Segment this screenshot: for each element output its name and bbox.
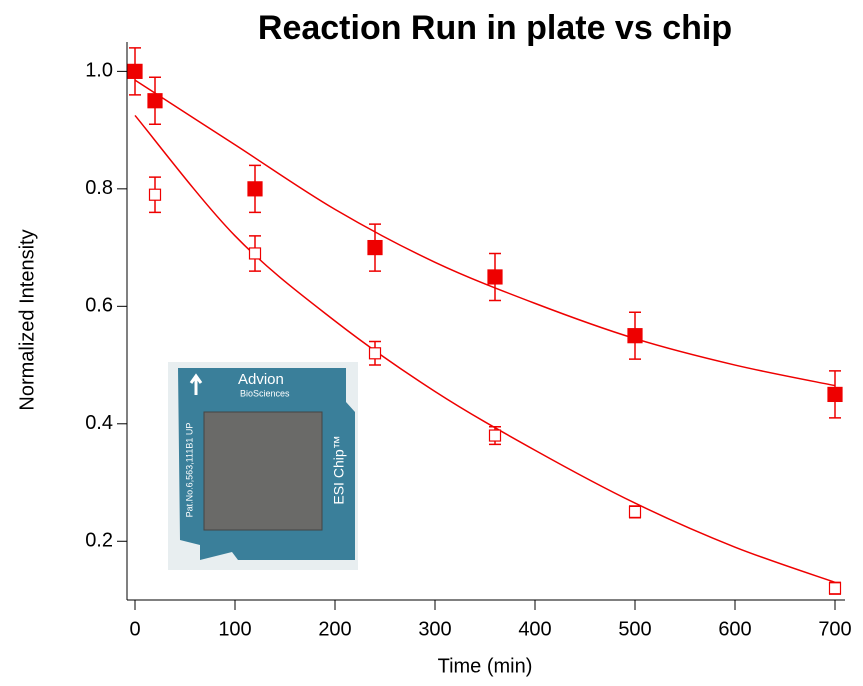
x-axis-label: Time (min)	[438, 655, 533, 677]
marker	[148, 94, 162, 108]
y-tick-label: 0.2	[85, 530, 113, 552]
chart: Reaction Run in plate vs chip Time (min)…	[0, 0, 863, 686]
fit-curve	[135, 80, 835, 385]
y-axis-label: Normalized Intensity	[16, 229, 38, 410]
x-tick-label: 400	[518, 618, 551, 640]
inset-photo: Advion BioSciences ESI Chip™ Pat.No.6,56…	[168, 362, 358, 570]
y-tick-label: 0.8	[85, 177, 113, 199]
marker	[488, 270, 502, 284]
x-tick-label: 500	[618, 618, 651, 640]
marker	[828, 387, 842, 401]
inset-brand-sub: BioSciences	[240, 388, 290, 398]
marker	[128, 64, 142, 78]
chip-array	[204, 412, 322, 530]
marker	[368, 241, 382, 255]
x-tick-label: 0	[129, 618, 140, 640]
x-tick-label: 300	[418, 618, 451, 640]
inset-product: ESI Chip™	[331, 435, 347, 504]
inset-brand: Advion	[238, 371, 284, 388]
inset-patent: Pat.No.6,563,111B1 UP	[184, 423, 194, 518]
y-tick-label: 1.0	[85, 60, 113, 82]
chart-title: Reaction Run in plate vs chip	[258, 9, 732, 47]
y-tick-label: 0.6	[85, 295, 113, 317]
x-tick-label: 200	[318, 618, 351, 640]
y-tick-label: 0.4	[85, 412, 113, 434]
x-tick-label: 100	[218, 618, 251, 640]
marker	[250, 248, 261, 259]
x-tick-label: 700	[818, 618, 851, 640]
x-tick-label: 600	[718, 618, 751, 640]
marker	[150, 189, 161, 200]
marker	[630, 506, 641, 517]
marker	[830, 583, 841, 594]
marker	[490, 430, 501, 441]
marker	[628, 329, 642, 343]
marker	[248, 182, 262, 196]
marker	[370, 348, 381, 359]
